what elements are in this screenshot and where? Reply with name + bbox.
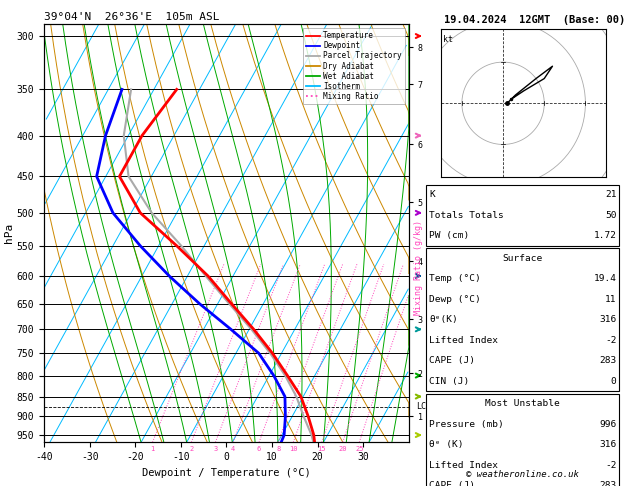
Text: LCL: LCL: [416, 402, 431, 411]
Text: Dewp (°C): Dewp (°C): [429, 295, 481, 304]
Text: 4: 4: [231, 446, 235, 451]
Text: 1: 1: [150, 446, 155, 451]
Text: 283: 283: [599, 481, 616, 486]
Text: -2: -2: [605, 336, 616, 345]
Text: 10: 10: [289, 446, 298, 451]
Text: Most Unstable: Most Unstable: [485, 399, 560, 408]
Text: 15: 15: [318, 446, 326, 451]
Text: kt: kt: [443, 35, 454, 44]
Text: θᵉ (K): θᵉ (K): [429, 440, 464, 449]
Text: 20: 20: [338, 446, 347, 451]
Text: Pressure (mb): Pressure (mb): [429, 420, 504, 429]
Text: 996: 996: [599, 420, 616, 429]
Text: 19.04.2024  12GMT  (Base: 00): 19.04.2024 12GMT (Base: 00): [444, 15, 625, 25]
Text: 1.72: 1.72: [593, 231, 616, 240]
Text: 21: 21: [605, 191, 616, 199]
Text: 3: 3: [213, 446, 218, 451]
Text: Lifted Index: Lifted Index: [429, 336, 498, 345]
Text: θᵉ(K): θᵉ(K): [429, 315, 458, 324]
Text: 6: 6: [257, 446, 261, 451]
Y-axis label: km
ASL: km ASL: [429, 224, 444, 243]
X-axis label: Dewpoint / Temperature (°C): Dewpoint / Temperature (°C): [142, 468, 311, 478]
Text: 2: 2: [189, 446, 194, 451]
Text: 0: 0: [611, 377, 616, 385]
Text: PW (cm): PW (cm): [429, 231, 469, 240]
Text: CAPE (J): CAPE (J): [429, 356, 475, 365]
Text: CAPE (J): CAPE (J): [429, 481, 475, 486]
Text: Temp (°C): Temp (°C): [429, 275, 481, 283]
Text: 39°04'N  26°36'E  105m ASL: 39°04'N 26°36'E 105m ASL: [44, 12, 220, 22]
Text: 8: 8: [276, 446, 281, 451]
Text: 11: 11: [605, 295, 616, 304]
Text: Mixing Ratio (g/kg): Mixing Ratio (g/kg): [414, 220, 423, 315]
Text: -2: -2: [605, 461, 616, 469]
Text: 50: 50: [605, 211, 616, 220]
Text: 283: 283: [599, 356, 616, 365]
Text: Totals Totals: Totals Totals: [429, 211, 504, 220]
Text: 19.4: 19.4: [593, 275, 616, 283]
Text: 316: 316: [599, 440, 616, 449]
Text: Lifted Index: Lifted Index: [429, 461, 498, 469]
Text: © weatheronline.co.uk: © weatheronline.co.uk: [466, 469, 579, 479]
Legend: Temperature, Dewpoint, Parcel Trajectory, Dry Adiabat, Wet Adiabat, Isotherm, Mi: Temperature, Dewpoint, Parcel Trajectory…: [303, 28, 405, 104]
Text: 25: 25: [355, 446, 364, 451]
Text: CIN (J): CIN (J): [429, 377, 469, 385]
Text: K: K: [429, 191, 435, 199]
Text: Surface: Surface: [503, 254, 542, 263]
Y-axis label: hPa: hPa: [4, 223, 14, 243]
Text: 316: 316: [599, 315, 616, 324]
